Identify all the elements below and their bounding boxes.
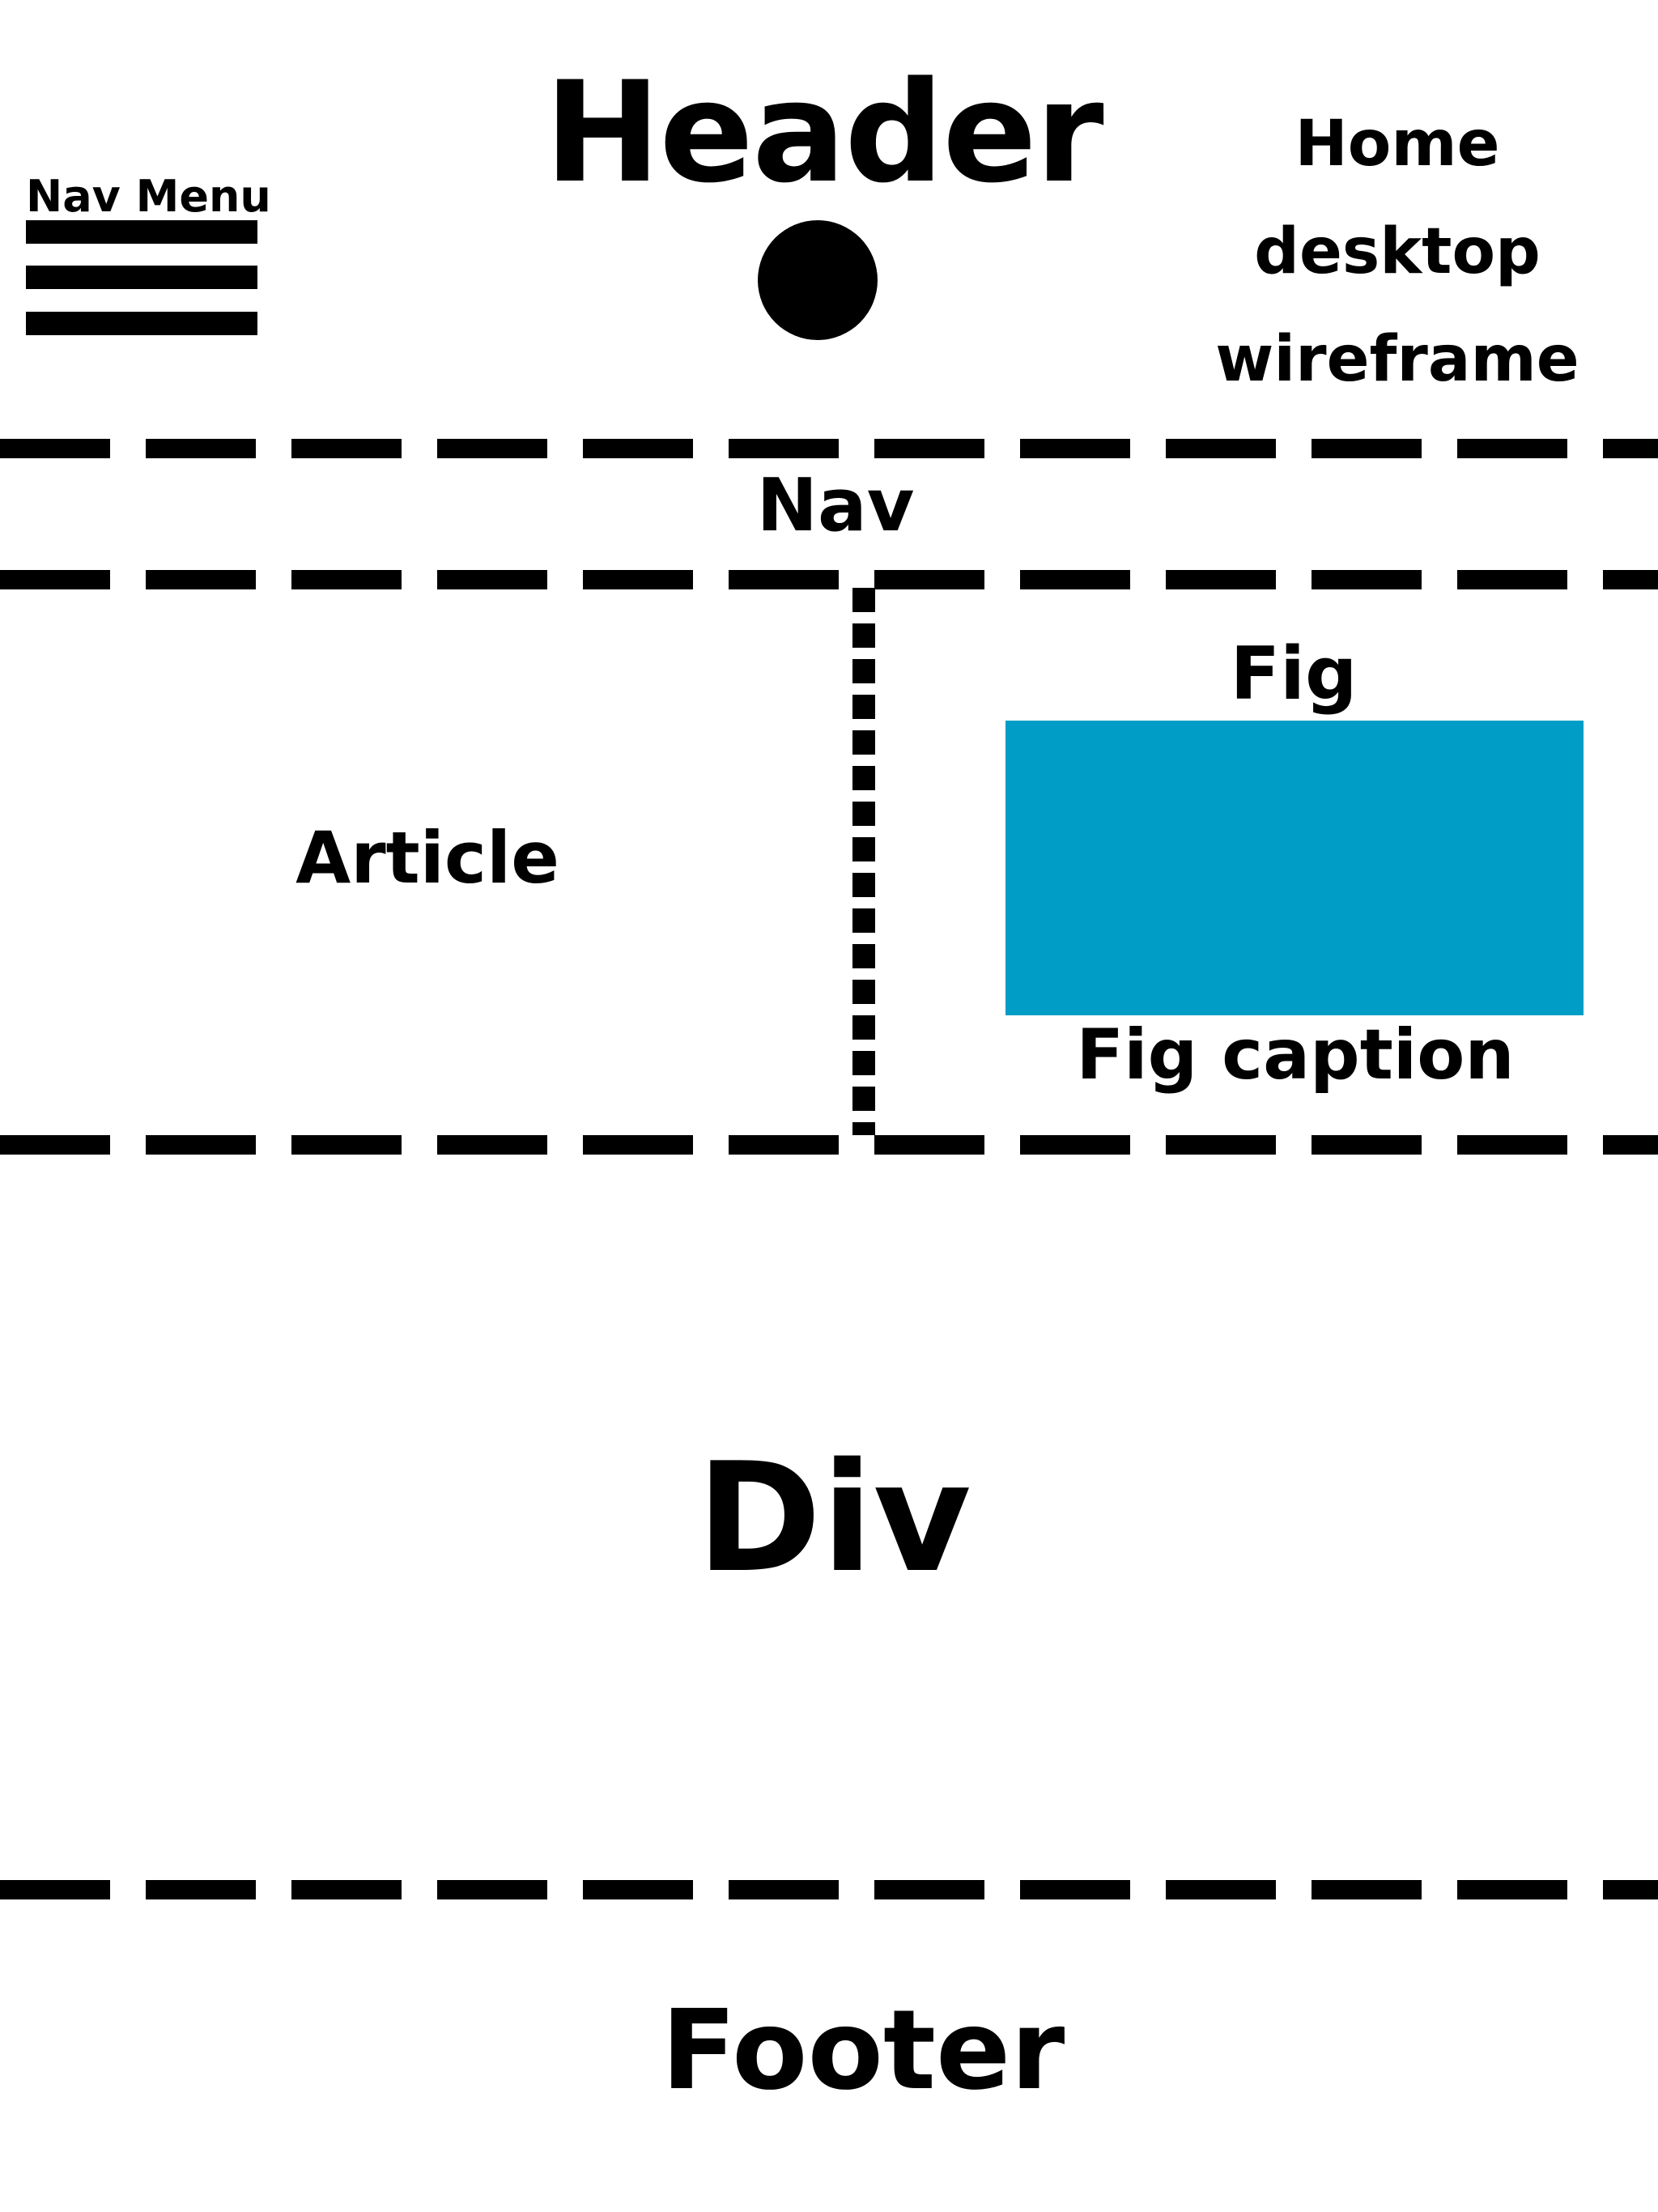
fig-label: Fig: [1230, 632, 1358, 717]
hamburger-bar-bottom: [26, 312, 257, 335]
div-section-label: Div: [696, 1430, 971, 1606]
header-nav-divider: [0, 439, 1658, 458]
nav-section-label: Nav: [756, 463, 915, 548]
div-footer-divider: [0, 1880, 1658, 1899]
hamburger-bar-middle: [26, 266, 257, 289]
figure-image-placeholder: [1005, 721, 1584, 1015]
home-label-line-2: desktop: [1254, 215, 1541, 288]
home-desktop-wireframe-label: Home desktop wireframe: [1215, 91, 1579, 414]
content-div-divider: [0, 1135, 1658, 1155]
hamburger-bar-top: [26, 220, 257, 244]
fig-caption-label: Fig caption: [1076, 1015, 1515, 1095]
header-title: Header: [544, 51, 1103, 214]
logo-circle-icon: [758, 220, 878, 340]
home-label-line-1: Home: [1295, 108, 1500, 181]
hamburger-menu-icon[interactable]: [26, 220, 257, 335]
home-label-line-3: wireframe: [1215, 323, 1579, 396]
article-section-label: Article: [295, 816, 559, 900]
nav-menu-label: Nav Menu: [26, 171, 271, 222]
article-fig-divider: [852, 588, 875, 1135]
nav-content-divider: [0, 570, 1658, 589]
footer-section-label: Footer: [661, 1987, 1065, 2115]
